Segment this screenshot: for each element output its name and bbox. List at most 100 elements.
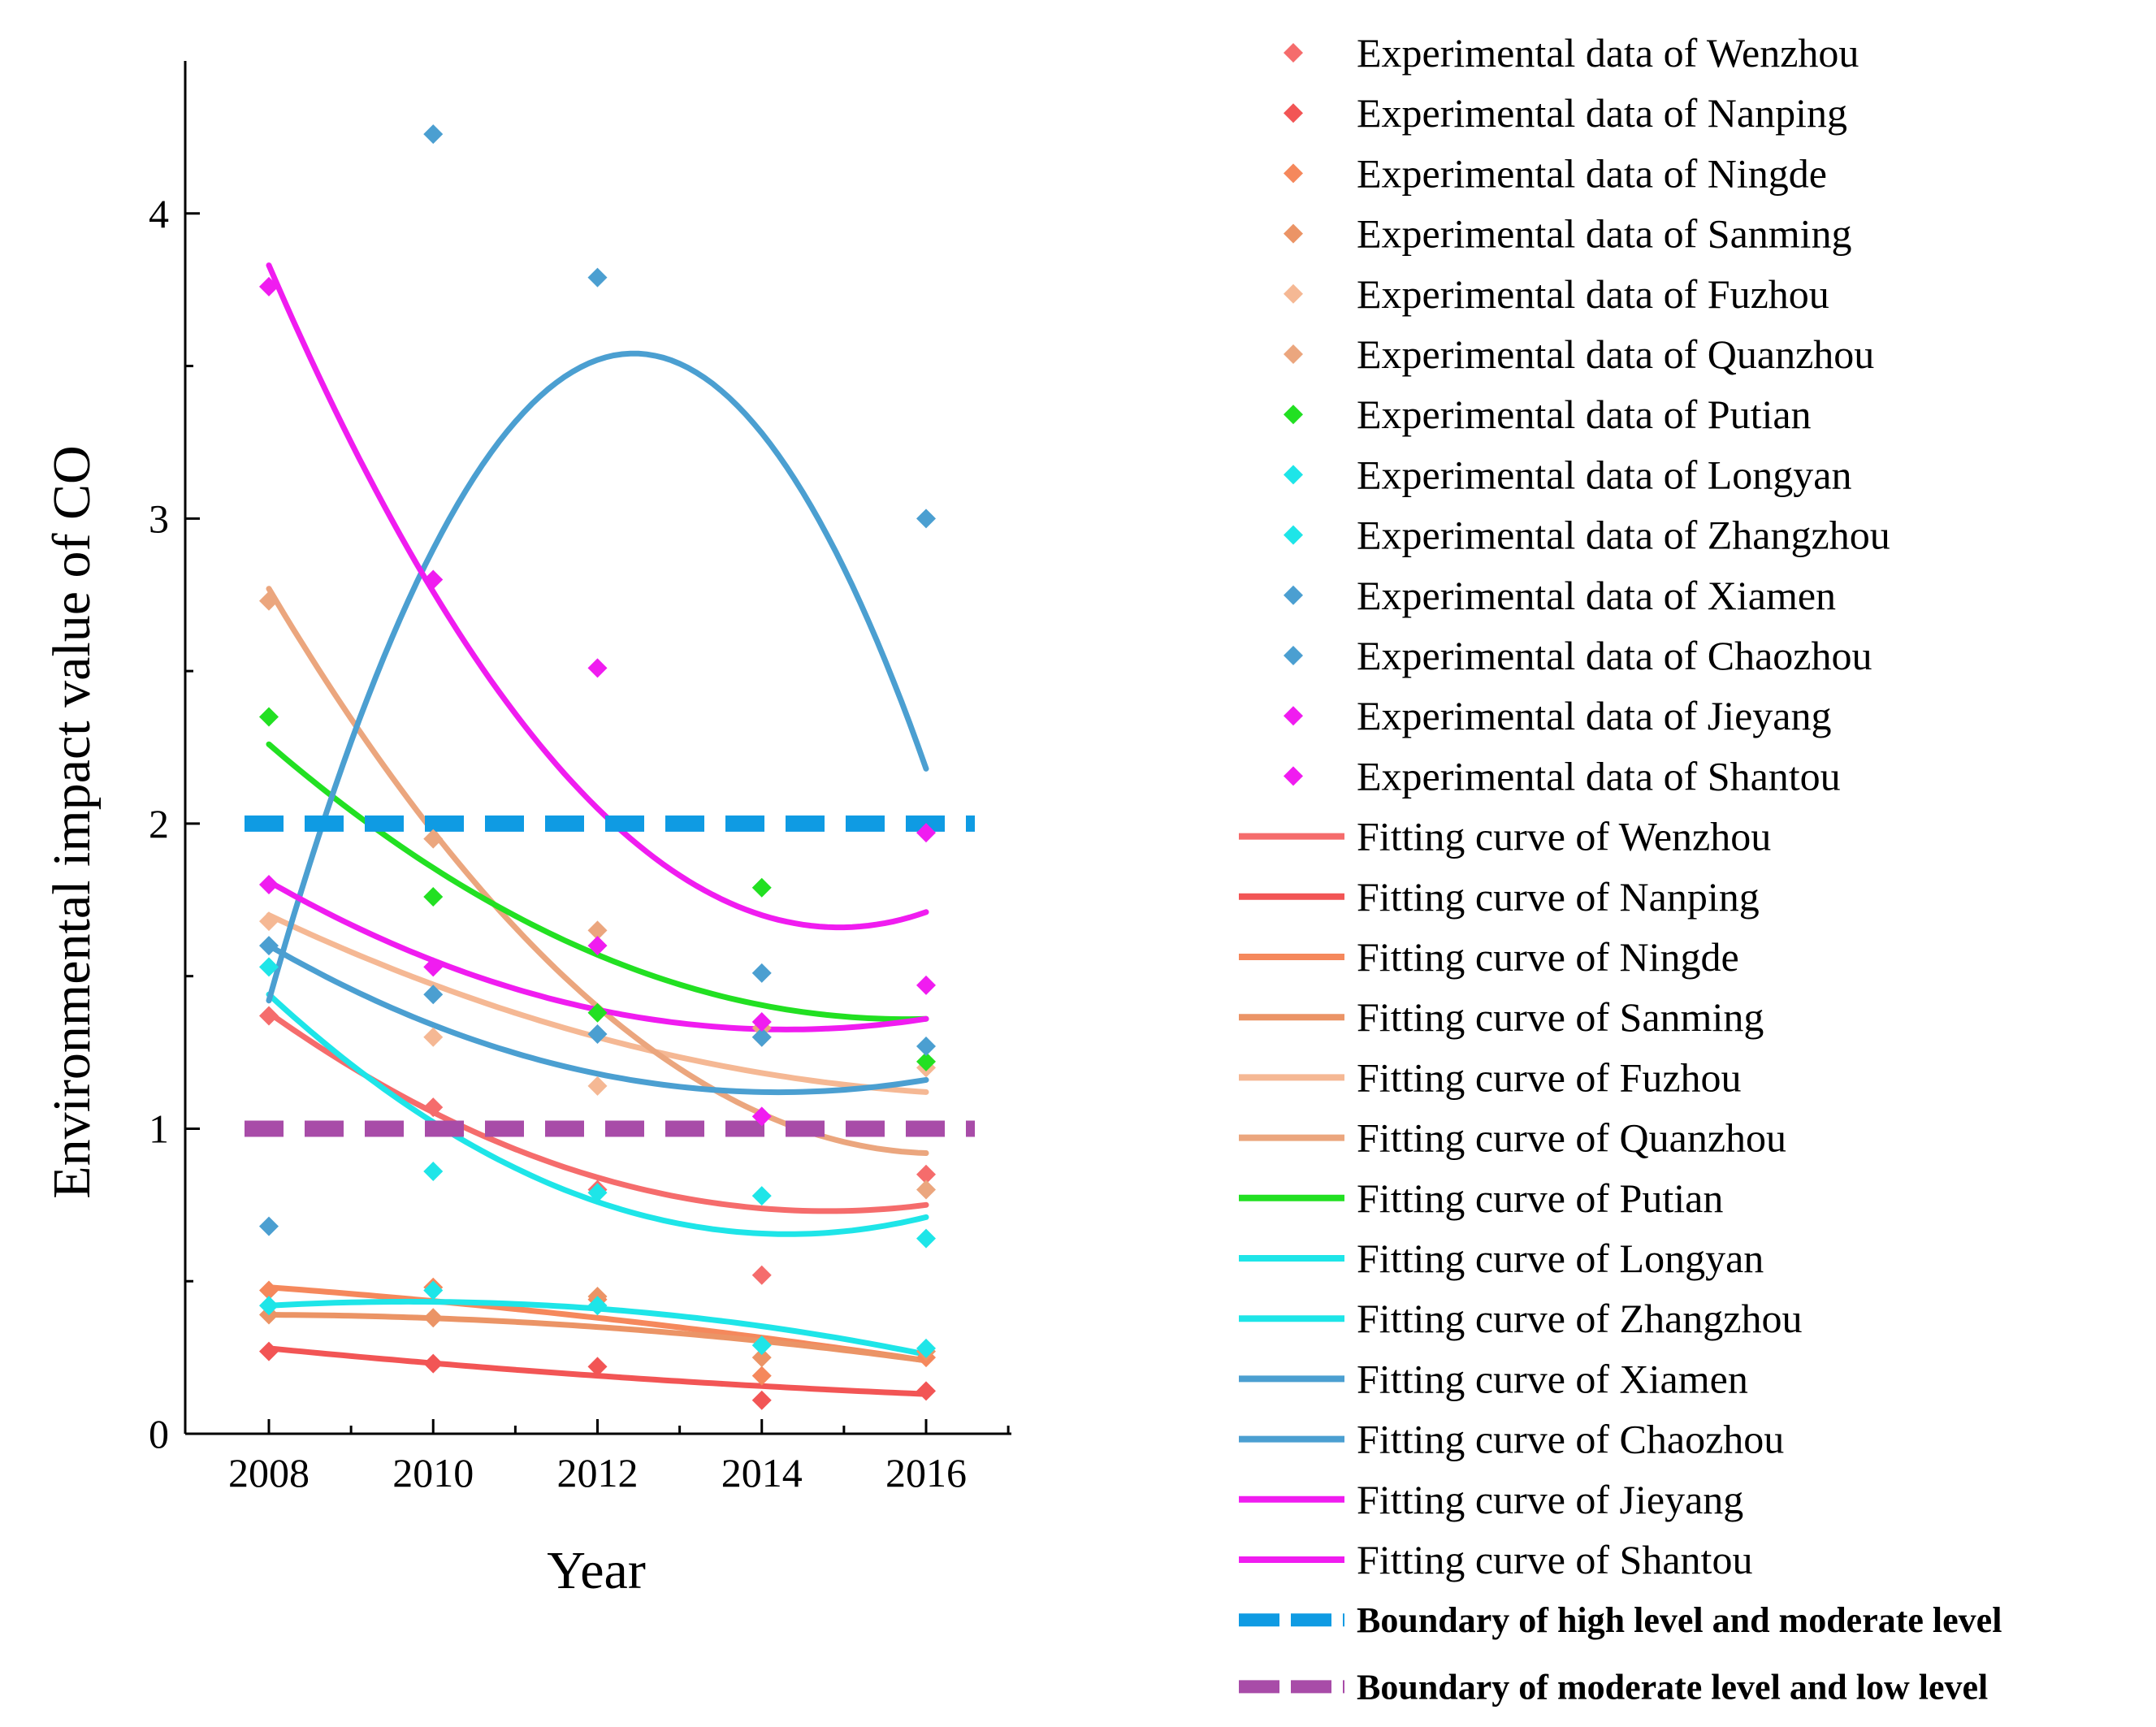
data-point-nanping xyxy=(916,1381,936,1401)
y-axis-title: Environmental impact value of CO xyxy=(42,445,102,1198)
data-point-fuzhou xyxy=(259,911,279,932)
data-point-jieyang xyxy=(259,276,279,296)
data-point-nanping xyxy=(751,1390,772,1410)
legend-label: Fitting curve of Chaozhou xyxy=(1357,1417,1784,1462)
legend-label: Experimental data of Nanping xyxy=(1357,90,1847,136)
legend-label: Experimental data of Fuzhou xyxy=(1357,271,1829,317)
x-axis-title: Year xyxy=(547,1541,646,1600)
data-point-longyan xyxy=(423,1162,444,1182)
data-point-quanzhou xyxy=(259,591,279,611)
legend: Experimental data of Wenzhou Experimental… xyxy=(1239,30,2002,1707)
data-point-ningde xyxy=(751,1366,772,1386)
data-point-longyan xyxy=(587,1183,608,1203)
legend-label: Experimental data of Xiamen xyxy=(1357,573,1836,618)
data-point-wenzhou xyxy=(751,1265,772,1285)
legend-label: Fitting curve of Fuzhou xyxy=(1357,1054,1742,1100)
legend-marker-putian xyxy=(1284,405,1303,425)
legend-label: Fitting curve of Nanping xyxy=(1357,874,1760,920)
data-point-fuzhou xyxy=(423,1027,444,1047)
data-point-chaozhou xyxy=(423,985,444,1005)
data-point-jieyang xyxy=(587,658,608,678)
legend-label: Experimental data of Sanming xyxy=(1357,211,1852,257)
legend-label: Experimental data of Ningde xyxy=(1357,150,1827,196)
legend-label: Experimental data of Chaozhou xyxy=(1357,633,1872,678)
legend-label: Experimental data of Putian xyxy=(1357,392,1812,437)
data-point-nanping xyxy=(259,1341,279,1361)
data-point-putian xyxy=(916,1051,936,1071)
legend-label: Fitting curve of Quanzhou xyxy=(1357,1115,1786,1161)
legend-marker-longyan xyxy=(1284,465,1303,485)
y-tick-label: 2 xyxy=(149,801,169,846)
data-point-zhangzhou xyxy=(259,1296,279,1316)
data-point-xiamen xyxy=(259,1216,279,1236)
data-point-quanzhou xyxy=(916,1179,936,1200)
legend-label: Experimental data of Longyan xyxy=(1357,452,1852,497)
legend-label: Fitting curve of Longyan xyxy=(1357,1236,1764,1281)
data-point-xiamen xyxy=(916,509,936,529)
data-point-sanming xyxy=(751,1348,772,1368)
data-point-ningde xyxy=(259,1280,279,1301)
legend-label: Fitting curve of Xiamen xyxy=(1357,1356,1748,1401)
data-point-jieyang xyxy=(423,569,444,590)
legend-label: Fitting curve of Sanming xyxy=(1357,994,1764,1040)
data-point-shantou xyxy=(916,975,936,995)
legend-label: Fitting curve of Ningde xyxy=(1357,934,1739,980)
y-tick-label: 4 xyxy=(149,191,169,236)
data-point-chaozhou xyxy=(587,1024,608,1045)
data-point-quanzhou xyxy=(423,829,444,849)
legend-marker-wenzhou xyxy=(1284,43,1303,63)
legend-label: Fitting curve of Zhangzhou xyxy=(1357,1296,1803,1341)
data-point-xiamen xyxy=(587,267,608,288)
y-tick-label: 0 xyxy=(149,1411,169,1456)
legend-label: Boundary of high level and moderate leve… xyxy=(1357,1600,2002,1640)
data-point-longyan xyxy=(751,1186,772,1206)
legend-label: Fitting curve of Wenzhou xyxy=(1357,814,1771,859)
fitting-curve-xiamen xyxy=(266,350,929,1004)
data-point-xiamen xyxy=(751,963,772,983)
fitting-curve-jieyang xyxy=(266,262,929,931)
data-point-putian xyxy=(587,1002,608,1023)
data-point-longyan xyxy=(916,1228,936,1249)
fitting-curve-chaozhou xyxy=(266,942,929,1096)
legend-label: Boundary of moderate level and low level xyxy=(1357,1667,1988,1707)
data-point-chaozhou xyxy=(916,1037,936,1057)
x-tick-label: 2010 xyxy=(392,1450,474,1495)
x-tick-label: 2014 xyxy=(721,1450,803,1495)
legend-marker-zhangzhou xyxy=(1284,525,1303,545)
legend-label: Experimental data of Shantou xyxy=(1357,753,1841,799)
legend-label: Experimental data of Zhangzhou xyxy=(1357,513,1890,558)
data-point-wenzhou xyxy=(423,1097,444,1118)
data-point-zhangzhou xyxy=(423,1280,444,1301)
plot-area xyxy=(245,124,975,1410)
x-tick-label: 2012 xyxy=(557,1450,639,1495)
data-point-jieyang xyxy=(916,823,936,843)
legend-marker-quanzhou xyxy=(1284,344,1303,364)
data-point-putian xyxy=(423,887,444,907)
data-point-longyan xyxy=(259,957,279,977)
data-point-fuzhou xyxy=(587,1076,608,1096)
x-tick-label: 2016 xyxy=(885,1450,967,1495)
fitting-curve-sanming xyxy=(266,1312,929,1364)
legend-label: Fitting curve of Jieyang xyxy=(1357,1477,1743,1522)
legend-marker-fuzhou xyxy=(1284,284,1303,304)
data-point-sanming xyxy=(423,1308,444,1328)
axes: 0 1 2 3 4 2008 2010 2012 2014 2016 xyxy=(149,61,1011,1495)
data-point-shantou xyxy=(587,936,608,956)
data-point-quanzhou xyxy=(587,920,608,941)
legend-marker-jieyang xyxy=(1284,706,1303,726)
legend-marker-ningde xyxy=(1284,163,1303,184)
legend-label: Experimental data of Jieyang xyxy=(1357,693,1832,738)
data-point-zhangzhou xyxy=(751,1335,772,1356)
legend-label: Fitting curve of Putian xyxy=(1357,1175,1723,1221)
legend-marker-shantou xyxy=(1284,766,1303,786)
data-point-shantou xyxy=(423,957,444,977)
data-point-jieyang xyxy=(751,1106,772,1127)
legend-marker-xiamen xyxy=(1284,585,1303,605)
legend-label: Experimental data of Quanzhou xyxy=(1357,331,1874,377)
y-tick-label: 3 xyxy=(149,496,169,541)
legend-marker-chaozhou xyxy=(1284,646,1303,665)
fitting-curve-putian xyxy=(266,741,929,1023)
data-point-nanping xyxy=(587,1357,608,1377)
data-point-shantou xyxy=(259,875,279,894)
